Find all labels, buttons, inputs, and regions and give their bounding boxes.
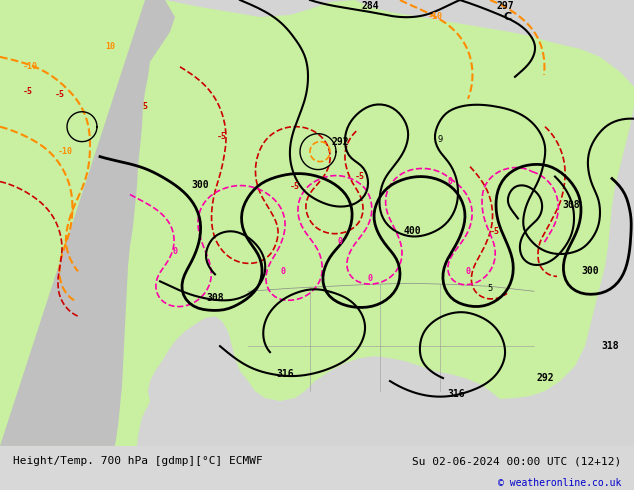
Text: -5: -5	[355, 172, 365, 181]
Text: Su 02-06-2024 00:00 UTC (12+12): Su 02-06-2024 00:00 UTC (12+12)	[412, 456, 621, 466]
Text: 318: 318	[601, 341, 619, 351]
Text: -5: -5	[290, 182, 300, 191]
Text: 0: 0	[368, 274, 373, 283]
Text: 297: 297	[496, 1, 514, 11]
Text: 5: 5	[143, 102, 148, 111]
Text: 308: 308	[562, 200, 580, 211]
Text: -5: -5	[490, 227, 500, 236]
Text: © weatheronline.co.uk: © weatheronline.co.uk	[498, 478, 621, 489]
Text: -5: -5	[23, 87, 33, 96]
Text: Height/Temp. 700 hPa [gdmp][°C] ECMWF: Height/Temp. 700 hPa [gdmp][°C] ECMWF	[13, 456, 262, 466]
Text: 5: 5	[488, 284, 493, 294]
Text: 0: 0	[337, 237, 342, 246]
Text: 292: 292	[331, 137, 349, 147]
Text: 9: 9	[437, 135, 443, 144]
Text: 400: 400	[403, 226, 421, 237]
Text: C: C	[504, 12, 512, 22]
Text: 0: 0	[172, 247, 178, 256]
PathPatch shape	[0, 0, 175, 446]
Text: -5: -5	[217, 132, 227, 141]
Text: 292: 292	[536, 373, 554, 383]
Text: 316: 316	[447, 389, 465, 399]
Text: -10: -10	[427, 12, 443, 22]
Text: 300: 300	[581, 267, 598, 276]
Text: -10: -10	[22, 62, 37, 72]
Text: 10: 10	[105, 42, 115, 51]
Text: -10: -10	[58, 147, 72, 156]
Text: 284: 284	[361, 1, 378, 11]
Text: 316: 316	[276, 369, 294, 379]
PathPatch shape	[0, 0, 634, 446]
Text: -5: -5	[55, 90, 65, 99]
Text: 0: 0	[280, 267, 285, 276]
Text: 0: 0	[465, 267, 470, 276]
Text: 0: 0	[448, 177, 453, 186]
Text: 308: 308	[206, 293, 224, 303]
Text: 300: 300	[191, 179, 209, 190]
